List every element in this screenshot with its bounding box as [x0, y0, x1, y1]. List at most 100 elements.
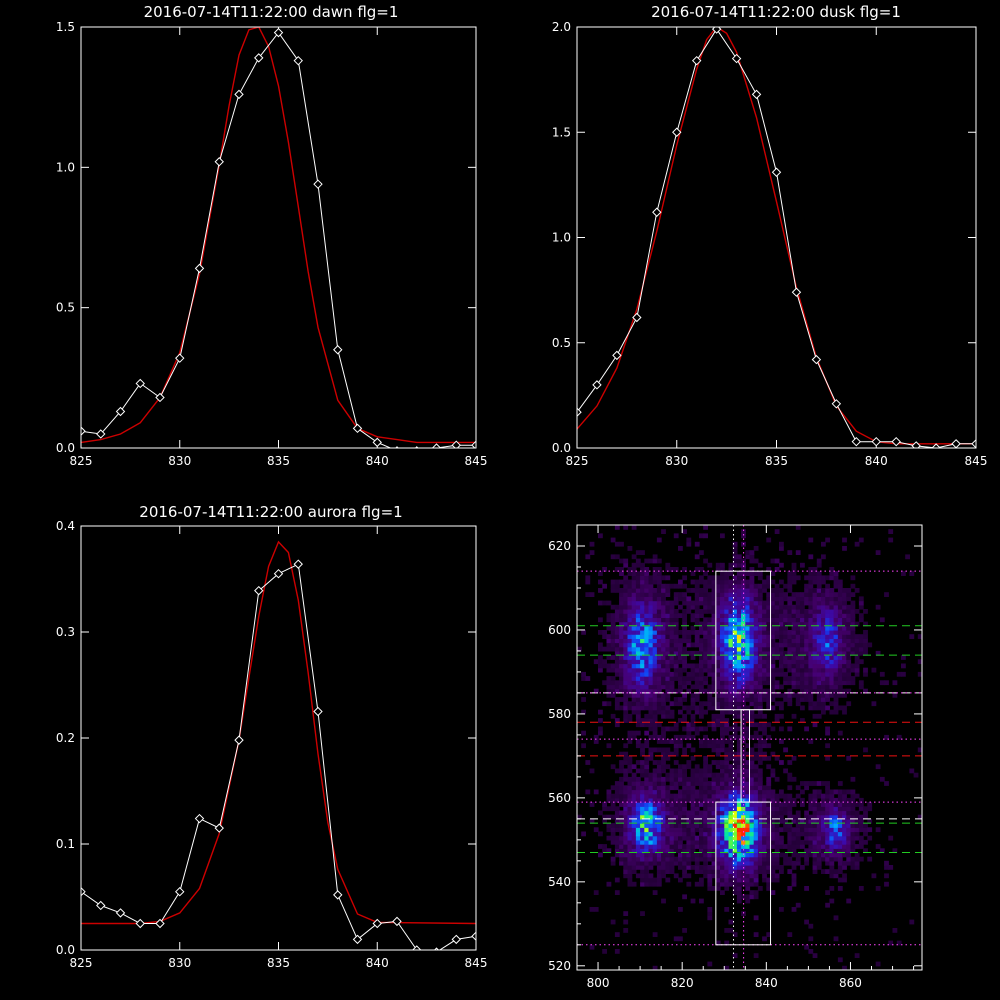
heatmap-cell — [791, 797, 797, 803]
heatmap-cell — [610, 554, 616, 560]
heatmap-cell — [757, 722, 763, 728]
heatmap-cell — [766, 852, 772, 858]
heatmap-cell — [581, 676, 587, 681]
heatmap-cell — [703, 709, 709, 715]
heatmap-cell — [640, 604, 645, 610]
heatmap-cell — [644, 684, 650, 690]
heatmap-cell — [648, 860, 654, 866]
heatmap-cell — [732, 802, 738, 807]
heatmap-cell — [631, 671, 637, 677]
heatmap-cell — [665, 823, 671, 828]
heatmap-cell — [854, 638, 860, 644]
heatmap-cell — [614, 655, 620, 660]
heatmap-cell — [610, 642, 616, 648]
heatmap-cell — [614, 663, 620, 669]
heatmap-cell — [682, 655, 688, 660]
heatmap-cell — [627, 785, 633, 791]
heatmap-cell — [652, 776, 658, 782]
heatmap-cell — [762, 814, 767, 820]
heatmap-cell — [795, 902, 801, 908]
heatmap-cell — [745, 613, 751, 618]
heatmap-cell — [652, 768, 658, 774]
heatmap-cell — [703, 701, 709, 707]
heatmap-cell — [623, 818, 629, 824]
heatmap-cell — [699, 684, 704, 690]
heatmap-cell — [673, 650, 679, 656]
heatmap-cell — [699, 659, 704, 665]
heatmap-cell — [631, 650, 637, 656]
heatmap-cell — [770, 860, 776, 866]
heatmap-cell — [644, 797, 650, 803]
heatmap-cell — [711, 827, 717, 833]
heatmap-cell — [690, 835, 696, 841]
heatmap-cell — [854, 865, 860, 870]
heatmap-cell — [665, 739, 671, 744]
heatmap-cell — [757, 785, 763, 791]
heatmap-cell — [774, 667, 780, 673]
heatmap-cell — [715, 684, 721, 690]
heatmap-cell — [707, 789, 713, 795]
heatmap-cell — [800, 818, 805, 824]
heatmap-cell — [800, 621, 805, 627]
heatmap-cell — [644, 802, 650, 807]
heatmap-cell — [728, 676, 734, 681]
heatmap-cell — [648, 701, 654, 707]
heatmap-cell — [821, 810, 826, 816]
heatmap-cell — [732, 793, 738, 799]
heatmap-cell — [800, 827, 805, 833]
heatmap-cell — [648, 806, 654, 812]
heatmap-cell — [623, 856, 629, 862]
heatmap-cell — [635, 781, 641, 786]
heatmap-cell — [656, 600, 662, 606]
heatmap-cell — [669, 776, 675, 782]
heatmap-cell — [703, 739, 709, 744]
heatmap-cell — [669, 567, 675, 572]
heatmap-cell — [627, 684, 633, 690]
heatmap-cell — [669, 856, 675, 862]
heatmap-cell — [619, 667, 624, 673]
heatmap-cell — [635, 646, 641, 652]
heatmap-cell — [627, 873, 633, 879]
heatmap-cell — [762, 646, 767, 652]
heatmap-cell — [711, 789, 717, 795]
heatmap-cell — [707, 579, 713, 585]
heatmap-cell — [749, 609, 755, 614]
heatmap-cell — [610, 806, 616, 812]
heatmap-cell — [690, 726, 696, 732]
heatmap-cell — [602, 630, 608, 635]
heatmap-cell — [589, 944, 595, 950]
heatmap-cell — [673, 860, 679, 866]
heatmap-cell — [774, 692, 780, 698]
heatmap-cell — [808, 688, 814, 694]
heatmap-cell — [833, 684, 839, 690]
heatmap-cell — [753, 776, 759, 782]
heatmap-cell — [766, 860, 772, 866]
heatmap-cell — [837, 638, 843, 644]
heatmap-cell — [606, 743, 612, 749]
heatmap-cell — [635, 596, 641, 602]
heatmap-cell — [703, 525, 709, 530]
heatmap-cell — [829, 680, 835, 686]
heatmap-cell — [909, 768, 915, 774]
heatmap-cell — [678, 688, 683, 694]
heatmap-cell — [812, 609, 818, 614]
heatmap-cell — [610, 646, 616, 652]
heatmap-cell — [648, 583, 654, 589]
heatmap-cell — [736, 684, 742, 690]
heatmap-cell — [682, 638, 688, 644]
heatmap-cell — [627, 567, 633, 572]
heatmap-cell — [842, 617, 847, 623]
heatmap-cell — [884, 680, 889, 686]
heatmap-cell — [724, 772, 730, 778]
heatmap-cell — [804, 827, 810, 833]
heatmap-cell — [741, 831, 746, 837]
heatmap-cell — [728, 655, 734, 660]
heatmap-cell — [610, 655, 616, 660]
heatmap-cell — [850, 827, 856, 833]
heatmap-cell — [854, 588, 860, 593]
heatmap-cell — [762, 726, 767, 732]
heatmap-cell — [800, 684, 805, 690]
heatmap-cell — [598, 600, 603, 606]
heatmap-cell — [770, 579, 776, 585]
heatmap-cell — [623, 772, 629, 778]
